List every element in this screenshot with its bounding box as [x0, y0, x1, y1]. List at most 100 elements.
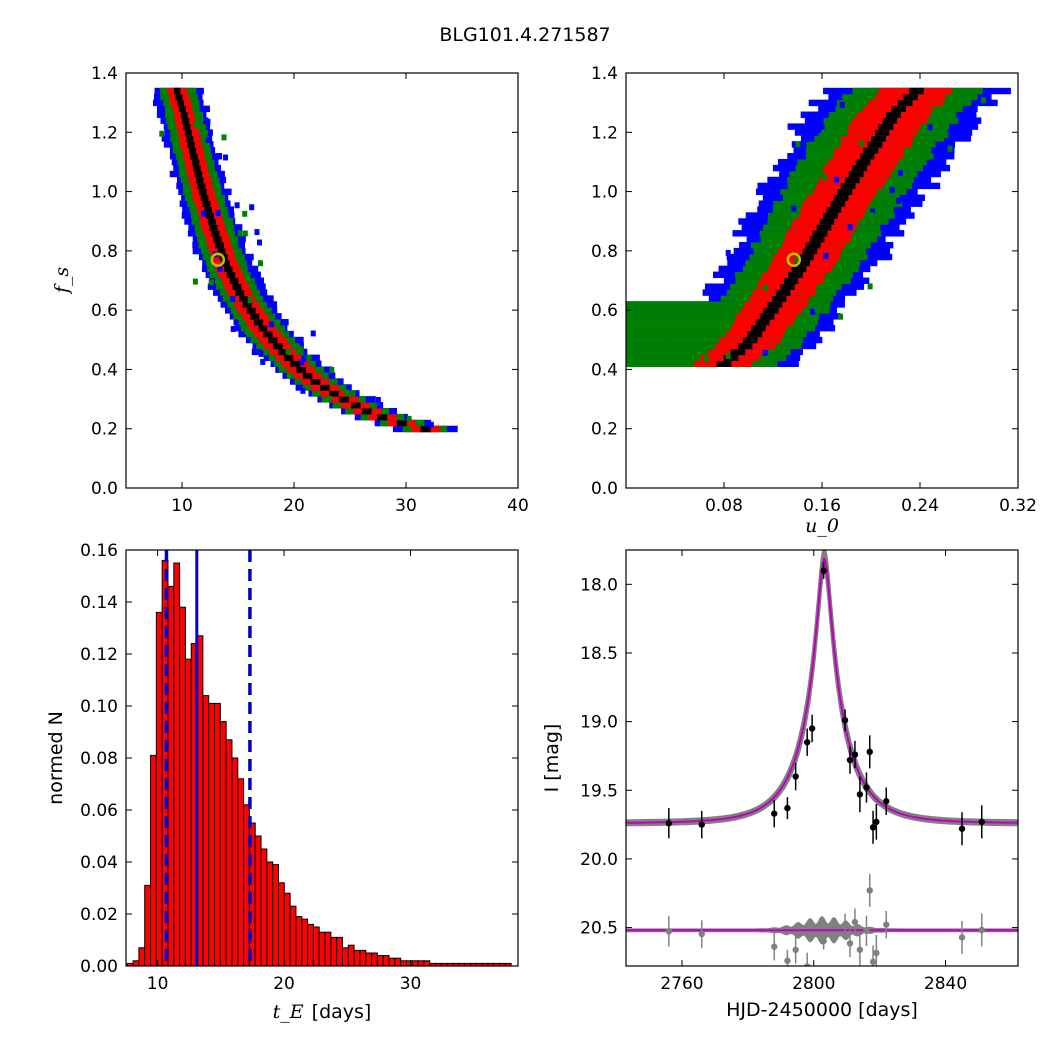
heatmap-outlier-cell — [428, 421, 434, 428]
heatmap-cell-sigma2 — [626, 330, 807, 338]
histogram-bar — [289, 905, 297, 967]
heatmap-cell-core — [816, 224, 832, 231]
x-tick-label: 2800 — [792, 974, 835, 994]
x-tick-label: 40 — [507, 496, 529, 516]
heatmap-cell-core — [396, 419, 407, 427]
heatmap-cell-core — [848, 170, 864, 178]
heatmap-outlier-cell — [298, 346, 304, 353]
heatmap-outlier-cell — [268, 321, 274, 328]
heatmap-outlier-cell — [816, 127, 822, 134]
histogram-bar — [382, 955, 390, 967]
heatmap-outlier-cell — [858, 140, 864, 147]
heatmap-cell-core — [181, 117, 190, 124]
heatmap-cell-core — [190, 153, 198, 160]
histogram-bar — [411, 960, 419, 967]
heatmap-cell-core — [805, 241, 821, 249]
histogram-bar — [400, 960, 407, 967]
heatmap-cell-core — [302, 372, 313, 379]
data-point — [820, 567, 827, 574]
x-tick-label: 0.24 — [901, 496, 939, 516]
heatmap-cell-core — [258, 324, 268, 332]
heatmap-cell-core — [867, 141, 883, 148]
histogram-bar — [214, 702, 221, 967]
x-tick-label: 10 — [147, 974, 169, 994]
heatmap-cell-core — [783, 277, 799, 284]
plot-frame — [125, 72, 519, 489]
y-tick-label: 0.00 — [80, 957, 118, 977]
heatmap-cell-core — [799, 253, 814, 261]
data-point — [841, 717, 849, 724]
panel-fs-vs-tE: 10 20 30 40 0.0 0.2 0.4 0.6 0.8 1.0 1.2 1.4 f_s — [51, 64, 529, 516]
heatmap-outlier-cell — [242, 230, 248, 237]
y-tick-label: 18.0 — [580, 575, 618, 595]
heatmap-outlier-cell — [205, 118, 211, 125]
heatmap-cell-core — [268, 336, 278, 344]
heatmap-cell-core — [878, 123, 894, 130]
y-tick-label: 0.4 — [91, 360, 118, 380]
residual-point — [665, 928, 673, 935]
y-tick-label: 1.0 — [91, 183, 118, 203]
data-point — [863, 784, 870, 791]
y-tick-label: 0.0 — [591, 479, 618, 499]
heatmap-cell-core — [775, 289, 791, 296]
heatmap-cell-core — [809, 236, 825, 243]
histogram-bar — [371, 952, 378, 967]
histogram-bar — [150, 754, 157, 967]
y-tick-label: 1.4 — [91, 64, 118, 84]
heatmap-outlier-cell — [794, 257, 800, 264]
heatmap-cell-core — [235, 289, 245, 296]
y-tick-label: 0.04 — [80, 853, 118, 873]
heatmap-outlier-cell — [159, 130, 165, 137]
heatmap-cell-core — [787, 271, 803, 279]
heatmap-outlier-cell — [762, 284, 768, 291]
heatmap-cell-core — [180, 111, 188, 118]
best-fit-marker — [210, 252, 226, 267]
y-tick-label: 0.8 — [91, 242, 118, 262]
heatmap-outlier-cell — [208, 279, 214, 286]
heatmap-outlier-cell — [258, 350, 264, 357]
heatmap-cell-core — [747, 330, 763, 338]
heatmap-cell-core — [202, 200, 211, 207]
heatmap-cell-core — [263, 330, 273, 338]
heatmap-outlier-cell — [822, 174, 828, 181]
heatmap-cell-core — [791, 265, 807, 273]
y-axis-label: normed N — [45, 711, 67, 805]
heatmap-cell-core — [339, 396, 350, 403]
heatmap-cell-core — [780, 283, 795, 290]
data-point — [873, 818, 880, 826]
heatmap-cell-core — [833, 194, 849, 201]
histogram-bar — [405, 960, 413, 967]
data-point — [869, 824, 877, 831]
y-tick-label: 0.6 — [91, 301, 118, 321]
y-axis-label: I [mag] — [541, 724, 563, 793]
heatmap-cell-core — [191, 158, 200, 166]
heatmap-cell-core — [909, 87, 924, 95]
heatmap-outlier-cell — [254, 229, 260, 236]
heatmap-cell-core — [284, 354, 294, 362]
residual-point — [883, 921, 890, 928]
heatmap-cell-core — [215, 241, 224, 249]
heatmap-cell-core — [772, 295, 787, 302]
heatmap-cell-core — [209, 224, 218, 231]
heatmap-outlier-cell — [237, 230, 243, 237]
heatmap-outlier-cell — [192, 278, 198, 285]
heatmap-cell-core — [361, 407, 372, 415]
histogram-bar — [225, 739, 233, 967]
heatmap-cell-core — [246, 307, 256, 314]
y-axis-label: f_s — [51, 267, 73, 296]
data-point — [851, 751, 859, 758]
histogram-bar — [202, 695, 210, 967]
model-uncertainty-band — [626, 550, 1018, 827]
heatmap-outlier-cell — [301, 355, 307, 362]
heatmap-outlier-cell — [215, 210, 221, 217]
heatmap-outlier-cell — [870, 208, 876, 215]
heatmap-cell-core — [875, 129, 890, 136]
heatmap-cell-core — [221, 259, 230, 267]
heatmap-outlier-cell — [762, 349, 768, 356]
heatmap-cell-core — [851, 164, 868, 172]
heatmap-cell-sigma2 — [626, 348, 791, 356]
heatmap-outlier-cell — [201, 210, 207, 217]
heatmap-outlier-cell — [732, 285, 738, 292]
y-tick-label: 1.0 — [591, 183, 618, 203]
histogram-bar — [144, 884, 152, 967]
